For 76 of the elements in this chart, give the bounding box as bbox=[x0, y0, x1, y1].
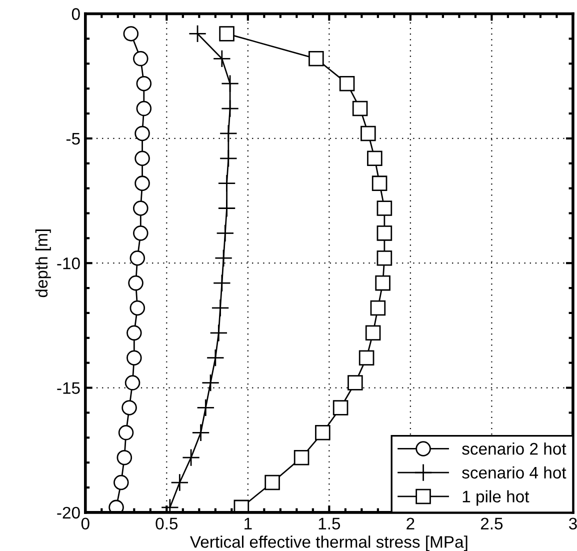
point bbox=[130, 250, 146, 266]
legend-label: scenario 2 hot bbox=[462, 442, 566, 455]
point bbox=[136, 100, 152, 116]
point bbox=[170, 473, 189, 492]
x-tick-label: 2.5 bbox=[480, 518, 503, 530]
point bbox=[294, 450, 310, 466]
point bbox=[216, 224, 234, 242]
point bbox=[219, 26, 234, 42]
y-axis-title: depth [m] bbox=[35, 230, 51, 298]
point bbox=[214, 249, 233, 268]
point bbox=[123, 26, 139, 42]
point bbox=[367, 150, 382, 166]
point bbox=[376, 250, 392, 266]
point bbox=[212, 50, 231, 68]
point bbox=[134, 150, 150, 166]
point bbox=[339, 76, 355, 92]
y-tick-label: 0 bbox=[72, 8, 80, 20]
point bbox=[133, 51, 148, 66]
point bbox=[211, 298, 230, 318]
point bbox=[206, 348, 224, 367]
x-tick-label: 2 bbox=[406, 518, 414, 530]
x-tick-label: 3 bbox=[568, 518, 577, 530]
x-axis-title: Vertical effective thermal stress [MPa] bbox=[190, 536, 468, 551]
point bbox=[352, 100, 368, 116]
point bbox=[308, 51, 324, 66]
point bbox=[182, 448, 200, 467]
legend-label: scenario 4 hot bbox=[462, 466, 566, 479]
point bbox=[202, 374, 220, 392]
y-tick-label: -20 bbox=[57, 506, 80, 519]
point bbox=[375, 275, 390, 291]
y-tick-label: -15 bbox=[57, 382, 80, 394]
point bbox=[264, 474, 280, 490]
point bbox=[218, 199, 236, 218]
point bbox=[130, 300, 146, 316]
point bbox=[376, 226, 392, 241]
point bbox=[136, 76, 152, 92]
point bbox=[188, 24, 207, 43]
legend-label: 1 pile hot bbox=[462, 490, 530, 506]
point bbox=[360, 126, 376, 142]
point bbox=[221, 74, 240, 93]
point bbox=[370, 300, 386, 316]
point bbox=[372, 176, 388, 191]
point bbox=[332, 400, 348, 416]
point bbox=[122, 400, 137, 416]
y-tick-label: -5 bbox=[66, 133, 80, 145]
x-tick-label: 0.5 bbox=[156, 518, 178, 530]
point bbox=[124, 375, 140, 390]
point bbox=[133, 200, 148, 216]
x-tick-label: 1.5 bbox=[318, 518, 340, 530]
point bbox=[126, 350, 142, 366]
point bbox=[114, 474, 129, 490]
point bbox=[234, 500, 250, 512]
point bbox=[212, 274, 231, 292]
point bbox=[133, 226, 148, 241]
y-tick-label: -10 bbox=[57, 258, 80, 270]
point bbox=[192, 424, 210, 442]
x-tick-label: 0 bbox=[81, 518, 90, 530]
point bbox=[134, 176, 150, 191]
point bbox=[219, 149, 238, 168]
point bbox=[210, 324, 228, 342]
point bbox=[348, 375, 363, 390]
point bbox=[315, 425, 330, 440]
point bbox=[219, 124, 238, 142]
point bbox=[118, 425, 134, 440]
point bbox=[128, 275, 144, 291]
point bbox=[218, 174, 236, 192]
point bbox=[116, 450, 132, 466]
point bbox=[134, 126, 150, 142]
point bbox=[196, 398, 215, 417]
point bbox=[221, 99, 240, 118]
point bbox=[376, 200, 392, 216]
point bbox=[108, 500, 124, 512]
point bbox=[358, 350, 374, 366]
point bbox=[365, 325, 381, 341]
point bbox=[126, 325, 142, 341]
x-tick-label: 1 bbox=[244, 518, 252, 530]
